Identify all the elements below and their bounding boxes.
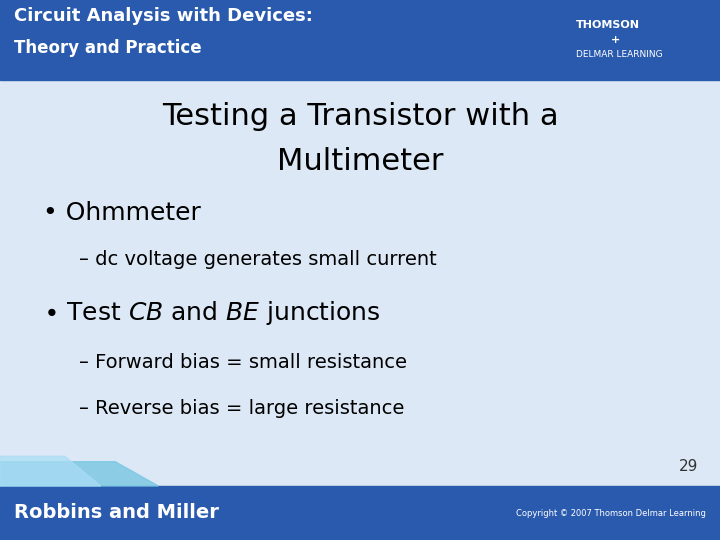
Polygon shape [0, 462, 158, 486]
Text: – Forward bias = small resistance: – Forward bias = small resistance [79, 353, 408, 372]
Bar [0, 0, 720, 80]
Text: Copyright © 2007 Thomson Delmar Learning: Copyright © 2007 Thomson Delmar Learning [516, 509, 706, 517]
Text: – Reverse bias = large resistance: – Reverse bias = large resistance [79, 399, 405, 417]
Text: $\bullet$ Test $\mathit{CB}$ and $\mathit{BE}$ junctions: $\bullet$ Test $\mathit{CB}$ and $\mathi… [43, 299, 381, 327]
Text: THOMSON: THOMSON [576, 20, 640, 30]
Text: Robbins and Miller: Robbins and Miller [14, 503, 220, 523]
Text: Testing a Transistor with a: Testing a Transistor with a [162, 102, 558, 131]
Text: • Ohmmeter: • Ohmmeter [43, 201, 201, 225]
Bar [0, 486, 720, 540]
Text: 29: 29 [679, 459, 698, 474]
Text: Multimeter: Multimeter [276, 147, 444, 177]
Polygon shape [0, 456, 101, 486]
Text: Theory and Practice: Theory and Practice [14, 39, 202, 57]
Text: – dc voltage generates small current: – dc voltage generates small current [79, 250, 437, 269]
Text: +: + [611, 35, 620, 45]
Text: Circuit Analysis with Devices:: Circuit Analysis with Devices: [14, 6, 313, 24]
Text: DELMAR LEARNING: DELMAR LEARNING [576, 50, 662, 59]
